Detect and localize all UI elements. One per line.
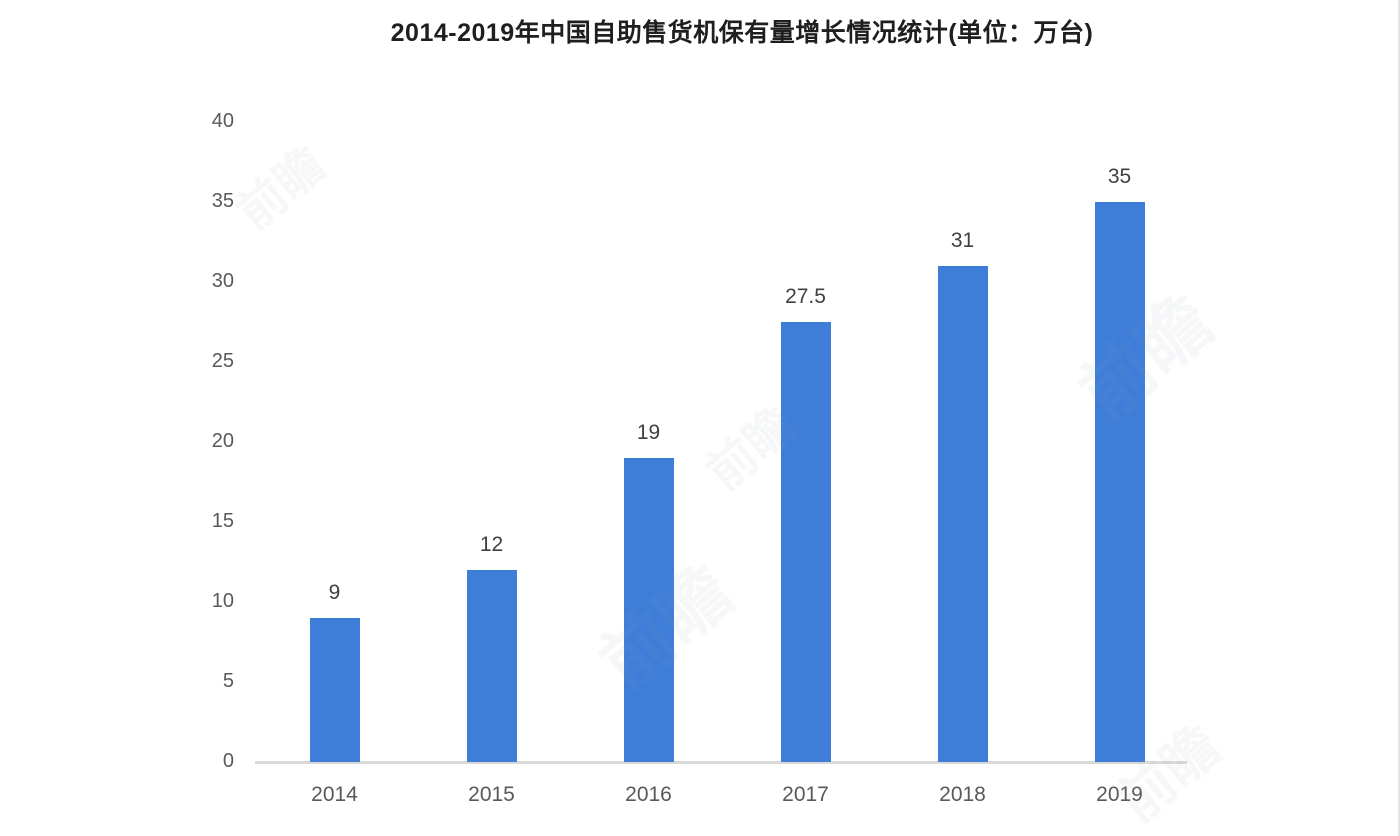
y-tick-label: 0 <box>222 750 234 772</box>
x-tick-label: 2016 <box>625 783 672 806</box>
bar-value-label: 12 <box>479 533 504 556</box>
y-tick-label: 30 <box>211 270 234 292</box>
x-tick-label: 2018 <box>939 783 986 806</box>
x-tick-label: 2015 <box>468 783 515 806</box>
y-tick-label: 40 <box>211 110 234 132</box>
x-tick-label: 2014 <box>311 783 358 806</box>
bar <box>309 618 360 762</box>
bar <box>937 266 988 762</box>
bar <box>466 570 517 762</box>
chart-title: 2014-2019年中国自助售货机保有量增长情况统计(单位：万台) <box>390 19 1094 47</box>
watermark-text: 前瞻 <box>227 138 336 241</box>
x-axis-line <box>255 761 1187 764</box>
x-tick-label: 2017 <box>782 783 829 806</box>
bar-value-label: 31 <box>950 229 975 252</box>
bar <box>1094 202 1145 762</box>
bar-value-label: 27.5 <box>785 285 826 308</box>
y-tick-label: 25 <box>211 350 234 372</box>
y-tick-label: 10 <box>211 590 234 612</box>
y-tick-label: 20 <box>211 430 234 452</box>
x-tick-label: 2019 <box>1096 783 1143 806</box>
bar <box>623 458 674 762</box>
y-tick-label: 15 <box>211 510 234 532</box>
bar-value-label: 9 <box>328 581 341 604</box>
bar-value-label: 19 <box>636 421 661 444</box>
bar <box>780 322 831 762</box>
y-tick-label: 5 <box>222 670 234 692</box>
y-tick-label: 35 <box>211 190 234 212</box>
bar-value-label: 35 <box>1107 165 1132 188</box>
